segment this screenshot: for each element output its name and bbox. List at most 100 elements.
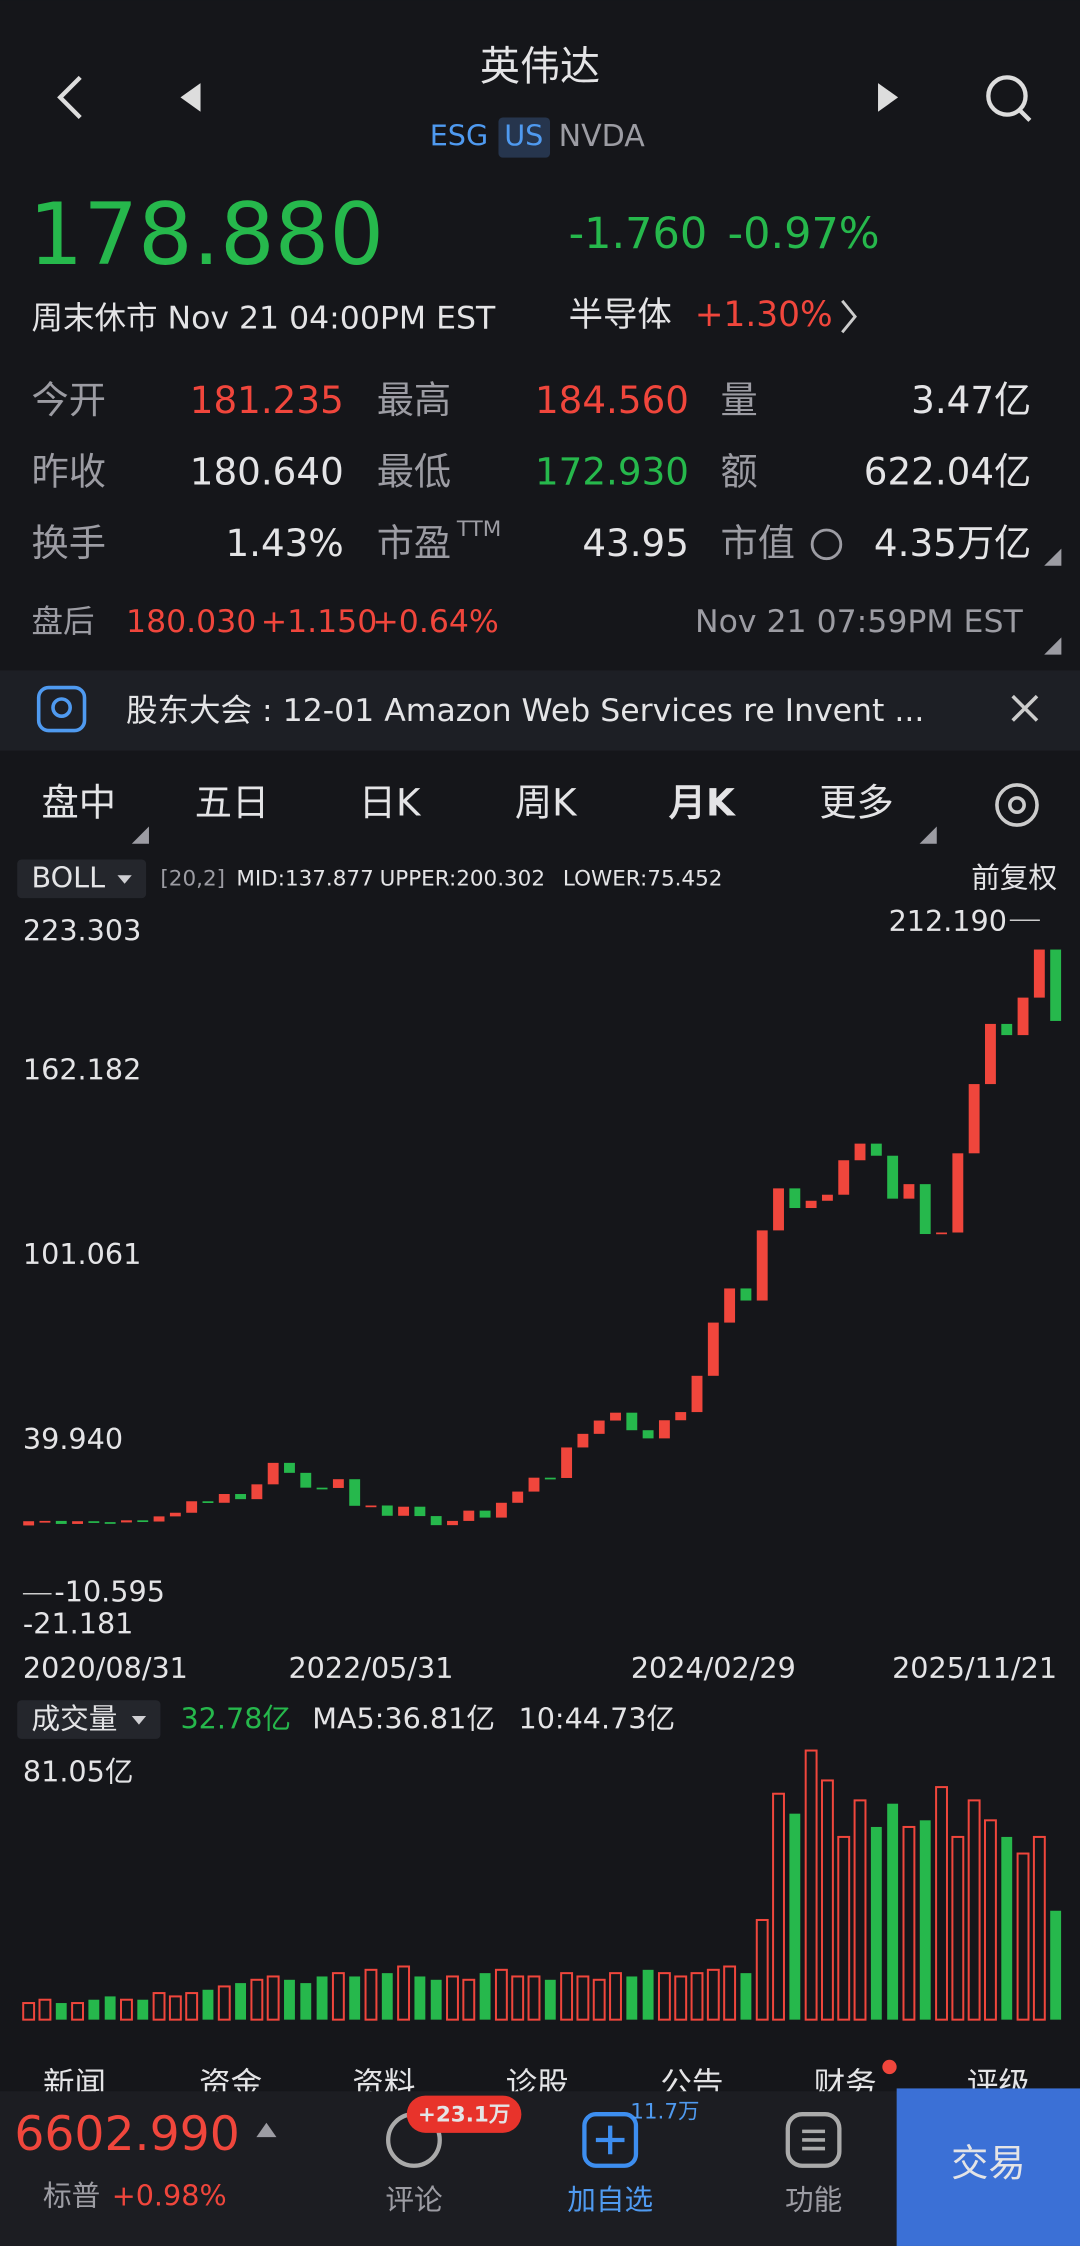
chevron[interactable] bbox=[841, 299, 857, 334]
volume-bar bbox=[723, 1965, 737, 2021]
candle bbox=[626, 1412, 638, 1431]
volume-bar bbox=[414, 1976, 426, 2020]
volume-bar bbox=[853, 1799, 867, 2021]
tab[interactable]: 五日 bbox=[195, 781, 269, 825]
dropdown bbox=[117, 875, 132, 884]
sector-change: +1.30% bbox=[695, 295, 833, 335]
candle bbox=[789, 1188, 801, 1209]
candle bbox=[756, 1230, 768, 1301]
stat-label: 量 bbox=[720, 378, 757, 422]
badge bbox=[406, 2095, 522, 2133]
volume-bar bbox=[789, 1813, 801, 2020]
watch-icon[interactable] bbox=[582, 2112, 639, 2168]
volume-bar bbox=[494, 1968, 508, 2021]
settings-button[interactable] bbox=[995, 783, 1039, 827]
candle bbox=[642, 1430, 654, 1439]
y-tick-label: 223.303 bbox=[23, 913, 141, 947]
tag: US bbox=[504, 119, 543, 153]
legend: 32.78亿 bbox=[180, 1701, 291, 1735]
candle bbox=[805, 1200, 817, 1209]
candle bbox=[968, 1084, 980, 1154]
volume-bar bbox=[235, 1983, 247, 2020]
stat-value: 1.43% bbox=[225, 521, 343, 565]
candle bbox=[707, 1322, 719, 1376]
candle bbox=[610, 1412, 621, 1421]
candle bbox=[72, 1521, 83, 1524]
candle bbox=[658, 1420, 670, 1439]
prev-button[interactable] bbox=[180, 83, 201, 112]
candle bbox=[593, 1420, 605, 1434]
volume-bar bbox=[202, 1989, 214, 2020]
back-button[interactable] bbox=[57, 75, 82, 120]
dropdown bbox=[131, 1715, 147, 1725]
stat-label: 换手 bbox=[32, 521, 106, 565]
volume-bar bbox=[609, 1972, 622, 2021]
volume-bar bbox=[740, 1973, 752, 2020]
functions-icon[interactable] bbox=[785, 2112, 842, 2168]
stat-label: 最高 bbox=[377, 378, 451, 422]
candle bbox=[903, 1184, 915, 1199]
stat-value: 172.930 bbox=[535, 450, 689, 494]
stat-value: 184.560 bbox=[535, 378, 689, 422]
corner bbox=[1044, 548, 1062, 566]
indicator-box[interactable] bbox=[17, 859, 147, 899]
candle bbox=[512, 1491, 524, 1503]
candle bbox=[952, 1153, 964, 1233]
tab[interactable]: 周K bbox=[515, 781, 578, 825]
info-icon[interactable] bbox=[810, 528, 843, 561]
adjust[interactable]: 前复权 bbox=[971, 860, 1057, 894]
candle bbox=[854, 1143, 866, 1161]
functions[interactable]: 功能 bbox=[785, 2183, 842, 2217]
candle bbox=[838, 1160, 850, 1195]
volume-bar bbox=[592, 1978, 606, 2021]
volume-bar bbox=[1016, 1852, 1030, 2021]
volume-bar bbox=[967, 1799, 981, 2021]
candle bbox=[39, 1520, 51, 1523]
stat-value: 43.95 bbox=[582, 521, 689, 565]
tab-active[interactable]: 月K bbox=[669, 781, 736, 825]
sector: 半导体 bbox=[569, 295, 672, 335]
stats: 今开 181.235 最高 184.560 量 3.47亿 昨收 180.640… bbox=[32, 378, 1032, 565]
notice[interactable]: 股东大会 : 12-01 Amazon Web Services re Inve… bbox=[126, 693, 924, 729]
candle bbox=[414, 1506, 426, 1517]
search-handle bbox=[1018, 108, 1032, 122]
candle bbox=[381, 1505, 393, 1516]
volume-bar bbox=[983, 1819, 997, 2021]
comment[interactable]: 评论 bbox=[385, 2183, 442, 2217]
change: -1.760 bbox=[569, 209, 708, 259]
x-tick-label: 2024/02/29 bbox=[631, 1651, 796, 1685]
volume-bar bbox=[674, 1975, 688, 2021]
stat-sup: TTM bbox=[456, 517, 501, 542]
search-button[interactable] bbox=[986, 75, 1028, 117]
candle bbox=[332, 1479, 344, 1488]
candle bbox=[153, 1516, 165, 1522]
volume-bar bbox=[331, 1972, 345, 2021]
close-button[interactable] bbox=[1011, 694, 1039, 722]
tab[interactable]: 日K bbox=[359, 781, 422, 825]
trade-button[interactable] bbox=[896, 2088, 1080, 2246]
tab[interactable]: 更多 bbox=[819, 781, 893, 825]
watch[interactable]: 加自选 bbox=[567, 2183, 653, 2217]
volume-bar bbox=[430, 1979, 442, 2020]
candle bbox=[919, 1184, 931, 1235]
candle bbox=[870, 1143, 882, 1156]
candle bbox=[88, 1521, 100, 1523]
volume-bar bbox=[935, 1786, 948, 2021]
volume-bar bbox=[104, 1996, 116, 2020]
plots: 223.303 162.182 101.061 39.940 -21.181 2020/0… bbox=[22, 904, 1062, 2021]
next-button[interactable] bbox=[878, 83, 899, 112]
index-value[interactable]: 6602.990 bbox=[14, 2107, 239, 2162]
y-tick-label: -21.181 bbox=[23, 1607, 134, 1641]
volume-bar bbox=[71, 2002, 84, 2021]
ticker: NVDA bbox=[559, 119, 646, 154]
volume-box[interactable] bbox=[17, 1700, 161, 1739]
badge-dot bbox=[882, 2059, 897, 2075]
volume-bar bbox=[462, 1978, 476, 2021]
volume-bar bbox=[22, 2002, 36, 2021]
candle bbox=[447, 1520, 458, 1526]
tab[interactable]: 盘中 bbox=[42, 781, 116, 825]
volume-bar bbox=[657, 1972, 671, 2021]
stat-value: 3.47亿 bbox=[911, 378, 1031, 422]
candle bbox=[284, 1462, 295, 1473]
